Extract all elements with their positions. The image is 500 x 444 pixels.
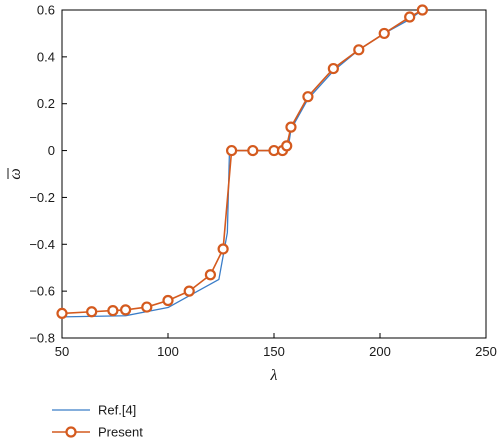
y-tick-label: −0.4 (29, 237, 55, 252)
legend: Ref.[4] Present (52, 403, 143, 440)
y-tick-label: 0.6 (37, 3, 55, 18)
data-point-present (281, 140, 293, 152)
series-line-present (61, 9, 423, 315)
data-point-present (302, 91, 314, 103)
x-tick-label: 200 (369, 344, 391, 359)
data-point-present (107, 304, 119, 317)
y-tick-label: −0.6 (29, 284, 55, 299)
plot-frame (61, 9, 487, 339)
data-point-present (404, 11, 416, 23)
data-point-present (141, 301, 153, 313)
x-tick-label: 250 (475, 344, 497, 359)
data-point-present (247, 144, 259, 157)
data-point-present (56, 307, 68, 319)
data-point-present (353, 44, 365, 56)
series-layer (56, 4, 428, 319)
data-point-present (327, 62, 339, 75)
x-tick-label: 150 (263, 344, 285, 359)
y-axis-label: ω (7, 168, 24, 179)
x-tick-label: 50 (55, 344, 69, 359)
y-tick-label: 0.2 (37, 96, 55, 111)
y-tick-label: 0.4 (37, 49, 55, 64)
data-point-present (217, 243, 229, 255)
legend-marker-present (65, 426, 77, 438)
y-axis-label-group: ω (7, 168, 24, 180)
x-axis-label: λ (270, 367, 278, 384)
y-tick-label: −0.2 (29, 190, 55, 205)
data-point-present (416, 4, 428, 16)
data-point-present (226, 144, 238, 157)
data-point-present (119, 304, 132, 316)
ticks-layer: 50 100 150 200 250 −0.8 −0.6 −0.4 −0.2 0 0.2 0.4 0.6 (29, 3, 497, 360)
y-tick-label: −0.8 (29, 331, 55, 346)
data-point-present (86, 306, 98, 318)
legend-label-present: Present (98, 425, 143, 440)
data-point-present (183, 285, 195, 297)
legend-label-ref: Ref.[4] (98, 403, 136, 418)
data-point-present (378, 27, 390, 40)
x-tick-label: 100 (157, 344, 179, 359)
data-point-present (285, 121, 297, 133)
series-line-ref (61, 9, 423, 318)
data-point-present (204, 269, 216, 281)
data-point-present (162, 294, 174, 307)
y-tick-label: 0 (48, 143, 55, 158)
